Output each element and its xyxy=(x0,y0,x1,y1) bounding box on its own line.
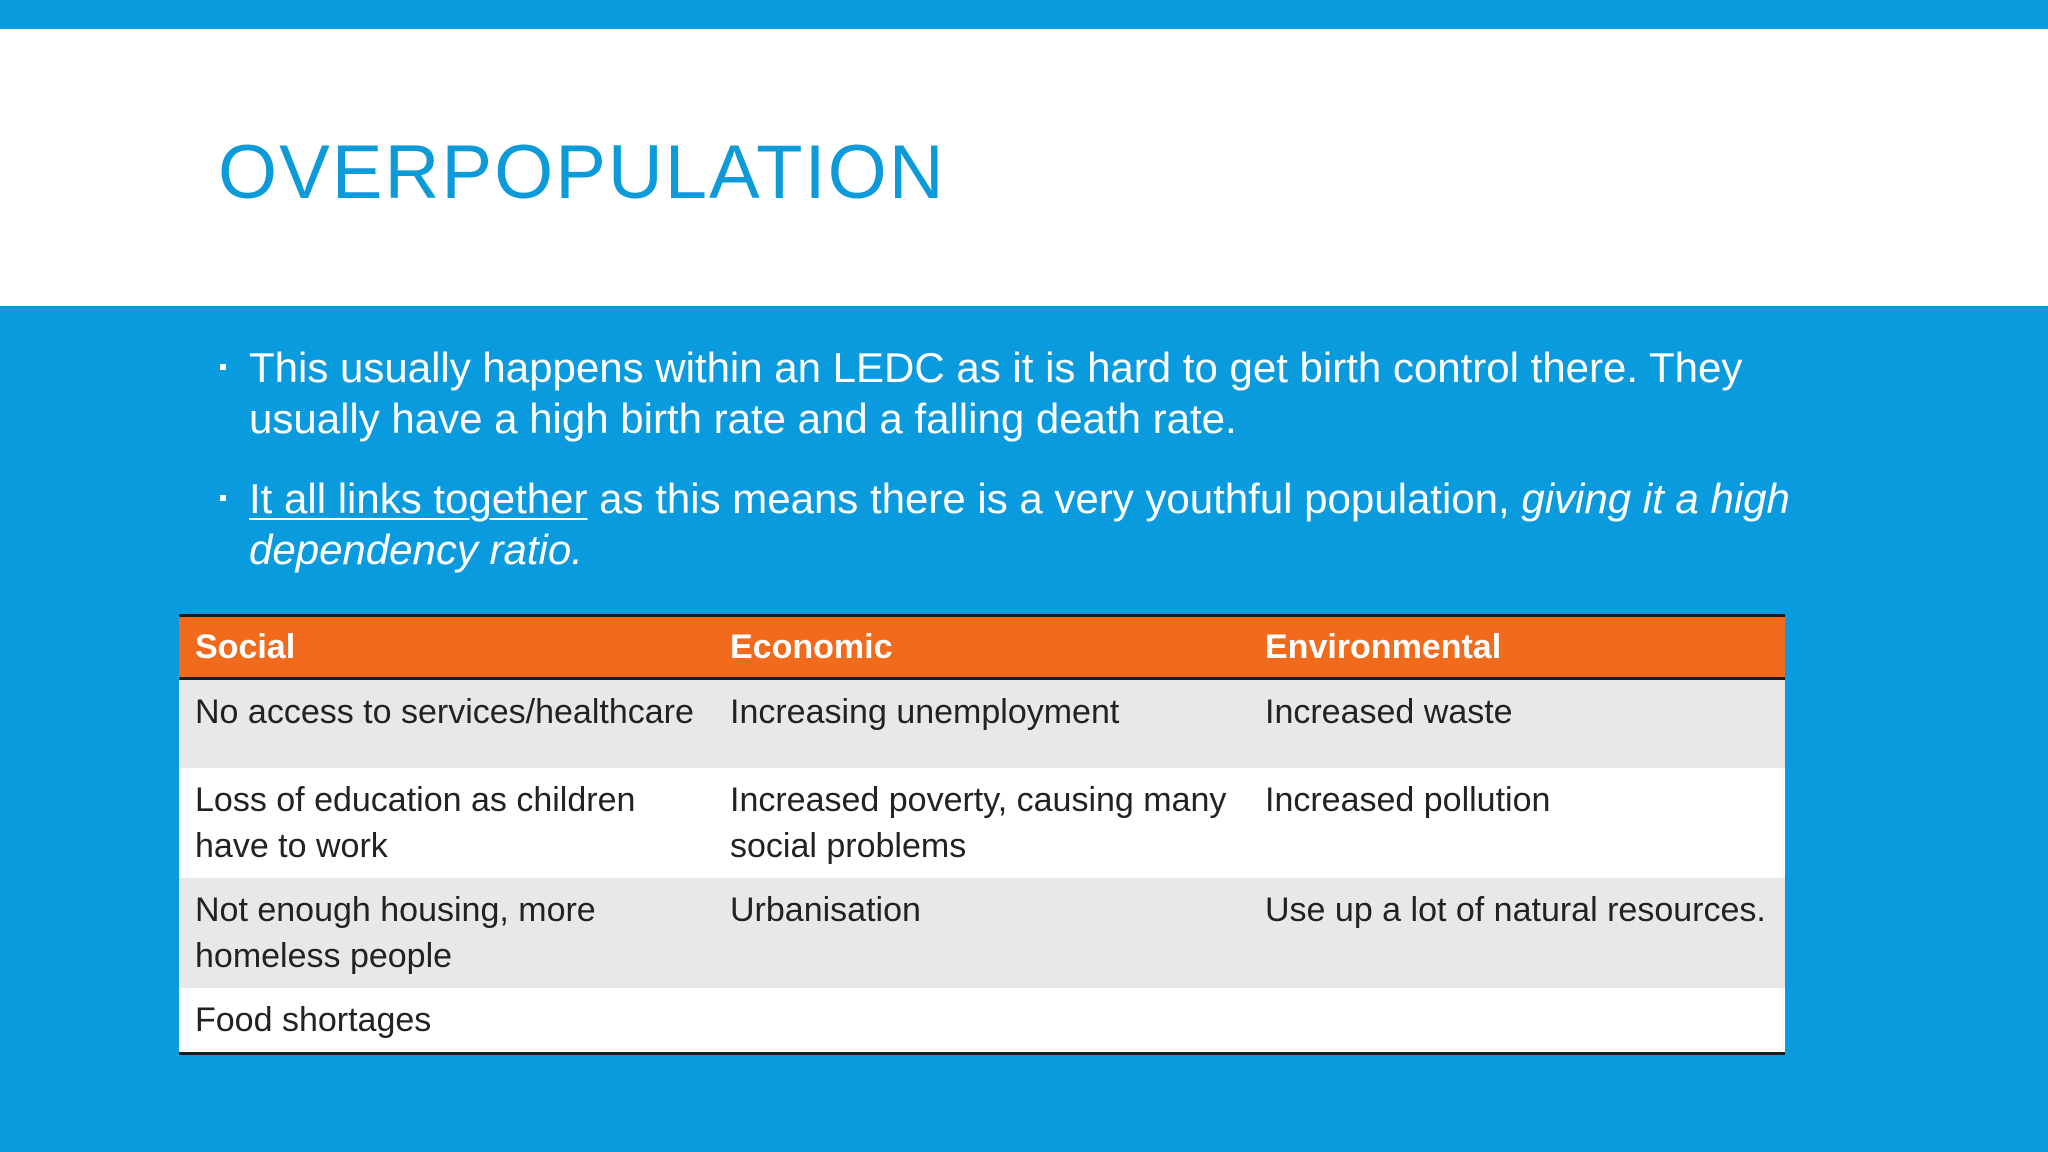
table-cell: Increased pollution xyxy=(1249,767,1785,878)
italic-phrase: giving it a high dependency ratio. xyxy=(249,475,1790,573)
table-row: Loss of education as children have to wo… xyxy=(179,767,1785,878)
bullet-list: This usually happens within an LEDC as i… xyxy=(218,342,1798,604)
table-cell: Increased waste xyxy=(1249,678,1785,768)
bullet-square-icon xyxy=(220,495,226,501)
table-cell: Not enough housing, more homeless people xyxy=(179,877,714,988)
title-band xyxy=(0,29,2048,306)
header-environmental: Environmental xyxy=(1249,615,1785,680)
table-cell: Food shortages xyxy=(179,987,714,1053)
table-row: Not enough housing, more homeless people… xyxy=(179,877,1785,988)
header-social: Social xyxy=(179,615,714,680)
table-cell: Urbanisation xyxy=(714,877,1249,988)
table-cell: Increasing unemployment xyxy=(714,678,1249,768)
bullet-text: as this means there is a very youthful p… xyxy=(587,475,1522,522)
slide-title: OVERPOPULATION xyxy=(218,130,946,215)
header-economic: Economic xyxy=(714,615,1249,680)
bullet-square-icon xyxy=(220,364,226,370)
table-row: Food shortages xyxy=(179,987,1785,1053)
underlined-phrase: It all links together xyxy=(249,475,588,522)
bullet-item: This usually happens within an LEDC as i… xyxy=(218,342,1798,444)
table-cell: No access to services/healthcare xyxy=(179,678,714,768)
bullet-item: It all links together as this means ther… xyxy=(218,473,1798,575)
table-header-row: Social Economic Environmental xyxy=(179,615,1785,680)
effects-table-container: Social Economic Environmental No access … xyxy=(179,614,1785,1055)
table-cell: Increased poverty, causing many social p… xyxy=(714,767,1249,878)
table-cell: Use up a lot of natural resources. xyxy=(1249,877,1785,988)
table-cell xyxy=(714,987,1249,1053)
table-cell xyxy=(1249,987,1785,1053)
table-cell: Loss of education as children have to wo… xyxy=(179,767,714,878)
table-row: No access to services/healthcare Increas… xyxy=(179,678,1785,768)
effects-table: Social Economic Environmental No access … xyxy=(179,614,1785,1055)
bullet-text: This usually happens within an LEDC as i… xyxy=(249,344,1743,442)
